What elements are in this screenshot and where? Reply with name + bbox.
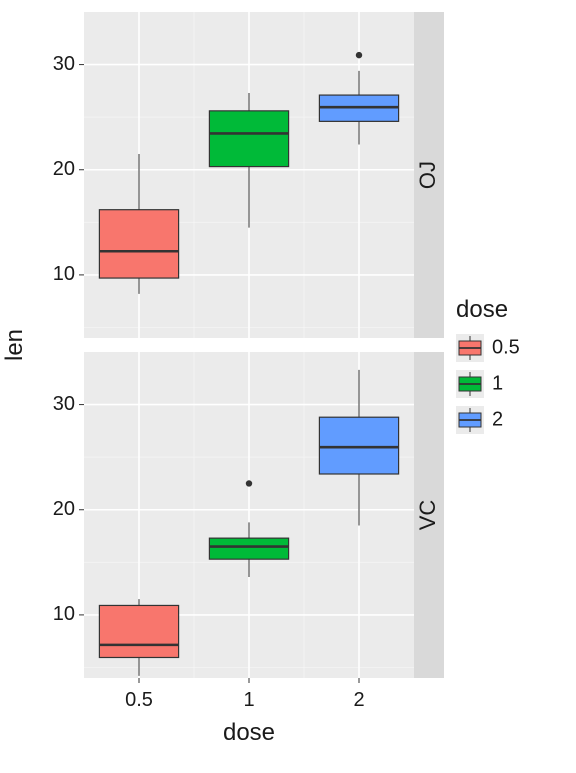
chart-svg: 10 20 30 OJ 10 20 30 VC 0.5 1 2 dose len dose 0.5 1 2: [0, 0, 576, 768]
x-tick-label: 0.5: [125, 689, 153, 711]
box: [209, 111, 288, 167]
facet-label: OJ: [415, 161, 440, 189]
y-tick-label: 20: [53, 158, 75, 180]
x-axis-title: dose: [223, 719, 275, 746]
y-axis-title: len: [1, 329, 28, 361]
y-tick-label: 30: [53, 53, 75, 75]
facet-label: VC: [415, 500, 440, 531]
box: [319, 417, 398, 474]
legend-item-label: 2: [492, 408, 503, 430]
y-tick-label: 10: [53, 263, 75, 285]
outlier-point: [356, 52, 362, 58]
x-tick-label: 2: [353, 689, 364, 711]
outlier-point: [246, 480, 252, 486]
y-tick-label: 20: [53, 498, 75, 520]
box: [99, 210, 178, 278]
legend-item-label: 0.5: [492, 336, 520, 358]
box: [209, 538, 288, 559]
y-tick-label: 10: [53, 603, 75, 625]
y-tick-label: 30: [53, 393, 75, 415]
box: [99, 605, 178, 657]
legend-item-label: 1: [492, 372, 503, 394]
x-tick-label: 1: [243, 689, 254, 711]
legend-title: dose: [456, 296, 508, 323]
boxplot-faceted-chart: 10 20 30 OJ 10 20 30 VC 0.5 1 2 dose len dose 0.5 1 2: [0, 0, 576, 768]
